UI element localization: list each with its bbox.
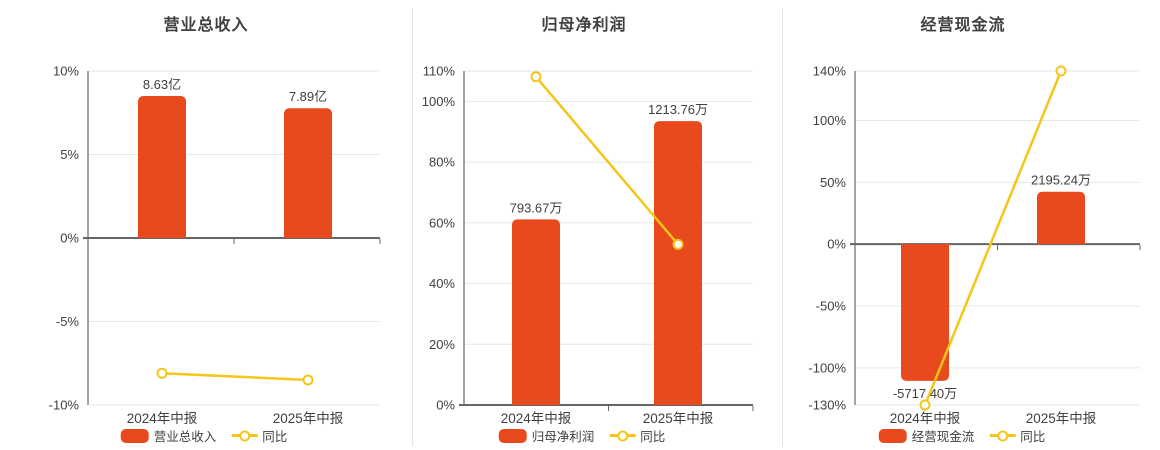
legend-label: 同比 (640, 430, 666, 444)
bar-swatch-icon (120, 428, 149, 443)
legend-label: 经营现金流 (911, 430, 975, 444)
cash-flow-yoy-point-2024年中报[interactable] (919, 399, 931, 411)
cash-flow-bar-2025年中报[interactable] (1037, 191, 1085, 245)
cash-flow-yoy-point-2025年中报[interactable] (1055, 65, 1067, 77)
net-profit-bar-2024年中报[interactable] (512, 219, 560, 405)
cash-flow-category-label: 2024年中报 (890, 411, 961, 426)
revenue-ytick-label: 0% (60, 231, 79, 246)
legend-label: 同比 (1020, 430, 1046, 444)
revenue-ytick-label: -10% (49, 398, 80, 413)
revenue-bar-2025年中报[interactable] (284, 108, 332, 239)
revenue-bar-value-label: 7.89亿 (289, 89, 327, 104)
cash-flow-legend-bar-item[interactable]: 经营现金流 (878, 426, 975, 445)
cash-flow-ytick-label: -50% (816, 299, 847, 314)
cash-flow-legend-yoy-item[interactable]: 同比 (989, 426, 1045, 445)
net-profit-bar-value-label: 1213.76万 (648, 102, 708, 117)
net-profit-legend: 归母净利润 同比 (498, 426, 665, 445)
cash-flow-legend: 经营现金流 同比 (878, 426, 1045, 445)
revenue-ytick-label: -5% (56, 314, 80, 329)
revenue-ytick-label: 5% (60, 147, 79, 162)
revenue-legend-bar-item[interactable]: 营业总收入 (120, 426, 217, 445)
revenue-bar-2024年中报[interactable] (138, 96, 186, 238)
yoy-line-marker-icon (231, 429, 258, 442)
net-profit-ytick-label: 60% (429, 215, 455, 230)
revenue-ytick-label: 10% (53, 64, 79, 79)
legend-label: 营业总收入 (153, 430, 217, 444)
net-profit-ytick-label: 110% (423, 64, 456, 79)
net-profit-yoy-point-2024年中报[interactable] (530, 71, 542, 83)
yoy-line-marker-icon (609, 429, 636, 442)
revenue-yoy-point-2025年中报[interactable] (302, 374, 314, 386)
revenue-yoy-line (161, 372, 309, 382)
net-profit-bar-value-label: 793.67万 (510, 200, 563, 215)
revenue-yoy-point-2024年中报[interactable] (156, 367, 168, 379)
revenue-chart-title: 营业总收入 (163, 17, 249, 34)
net-profit-category-label: 2024年中报 (501, 411, 572, 426)
net-profit-bar-2025年中报[interactable] (654, 121, 702, 405)
net-profit-yoy-point-2025年中报[interactable] (672, 238, 684, 250)
cash-flow-ytick-label: 0% (827, 237, 846, 252)
revenue-category-label: 2025年中报 (273, 411, 344, 426)
bar-swatch-icon (498, 428, 527, 443)
cash-flow-ytick-label: 140% (813, 64, 847, 79)
net-profit-chart-title: 归母净利润 (541, 17, 627, 34)
bar-swatch-icon (878, 428, 907, 443)
revenue-legend-yoy-item[interactable]: 同比 (231, 426, 287, 445)
net-profit-ytick-label: 80% (429, 155, 455, 170)
net-profit-category-label: 2025年中报 (643, 411, 714, 426)
cash-flow-category-label: 2025年中报 (1026, 411, 1097, 426)
cash-flow-ytick-label: -100% (808, 360, 846, 375)
revenue-bar-value-label: 8.63亿 (143, 77, 181, 92)
cash-flow-ytick-label: -130% (808, 398, 846, 413)
cash-flow-bar-value-label: -5717.40万 (893, 386, 957, 401)
yoy-line-marker-icon (989, 429, 1016, 442)
cash-flow-chart-title: 经营现金流 (920, 17, 1006, 34)
revenue-category-label: 2024年中报 (127, 411, 198, 426)
cash-flow-ytick-label: 100% (813, 113, 847, 128)
panel-divider (412, 8, 413, 446)
cash-flow-bar-value-label: 2195.24万 (1031, 173, 1091, 188)
cash-flow-ytick-label: 50% (820, 175, 846, 190)
cash-flow-bar-2024年中报[interactable] (901, 244, 949, 381)
net-profit-legend-yoy-item[interactable]: 同比 (609, 426, 665, 445)
legend-label: 同比 (262, 430, 288, 444)
net-profit-ytick-label: 40% (429, 276, 455, 291)
legend-label: 归母净利润 (531, 430, 595, 444)
net-profit-yoy-line (535, 75, 679, 246)
revenue-legend: 营业总收入 同比 (120, 426, 287, 445)
net-profit-ytick-label: 100% (422, 94, 456, 109)
panel-divider (782, 8, 783, 446)
cash-flow-yoy-line (923, 70, 1063, 406)
net-profit-ytick-label: 0% (436, 398, 455, 413)
net-profit-legend-bar-item[interactable]: 归母净利润 (498, 426, 595, 445)
net-profit-ytick-label: 20% (429, 337, 455, 352)
